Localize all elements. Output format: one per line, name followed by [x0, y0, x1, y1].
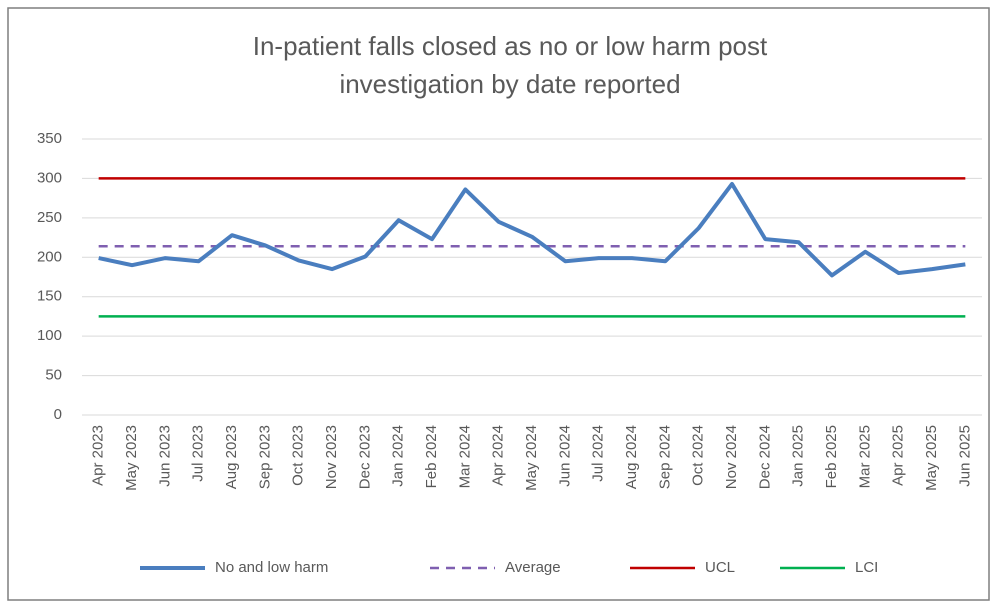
x-tick-label: Jun 2025: [956, 425, 973, 487]
y-tick-label: 200: [37, 248, 62, 265]
x-tick-label: Jun 2023: [156, 425, 173, 487]
legend-label: Average: [505, 559, 561, 576]
x-tick-label: May 2024: [523, 425, 540, 491]
legend-label: LCI: [855, 559, 878, 576]
legend-label: No and low harm: [215, 559, 328, 576]
x-tick-label: Apr 2025: [890, 425, 907, 486]
x-tick-label: Dec 2024: [756, 425, 773, 489]
y-tick-label: 250: [37, 209, 62, 226]
x-tick-label: Jul 2023: [190, 425, 207, 482]
chart-frame: [7, 7, 990, 601]
x-tick-label: Feb 2025: [823, 425, 840, 488]
x-tick-label: May 2023: [123, 425, 140, 491]
y-tick-label: 100: [37, 327, 62, 344]
chart-title: In-patient falls closed as no or low har…: [253, 31, 768, 61]
y-tick-label: 0: [54, 406, 62, 423]
x-tick-label: Aug 2023: [223, 425, 240, 489]
x-tick-label: Oct 2024: [690, 425, 707, 486]
x-tick-label: Jan 2025: [790, 425, 807, 487]
x-tick-label: Apr 2023: [90, 425, 107, 486]
chart-title: investigation by date reported: [339, 69, 680, 99]
y-tick-label: 350: [37, 130, 62, 147]
x-tick-label: Nov 2023: [323, 425, 340, 489]
x-tick-label: Dec 2023: [356, 425, 373, 489]
y-tick-label: 150: [37, 288, 62, 305]
legend-label: UCL: [705, 559, 735, 576]
y-tick-label: 300: [37, 169, 62, 186]
x-tick-label: Jan 2024: [390, 425, 407, 487]
x-tick-label: Apr 2024: [490, 425, 507, 486]
x-tick-label: Sep 2024: [656, 425, 673, 489]
x-tick-label: Jun 2024: [556, 425, 573, 487]
x-tick-label: Aug 2024: [623, 425, 640, 489]
x-tick-label: Jul 2024: [590, 425, 607, 482]
x-tick-label: May 2025: [923, 425, 940, 491]
x-tick-label: Mar 2024: [456, 425, 473, 488]
x-tick-label: Nov 2024: [723, 425, 740, 489]
x-tick-label: Oct 2023: [290, 425, 307, 486]
x-tick-label: Sep 2023: [256, 425, 273, 489]
y-tick-label: 50: [45, 367, 62, 384]
series-line: [98, 181, 966, 278]
x-tick-label: Mar 2025: [856, 425, 873, 488]
x-tick-label: Feb 2024: [423, 425, 440, 488]
